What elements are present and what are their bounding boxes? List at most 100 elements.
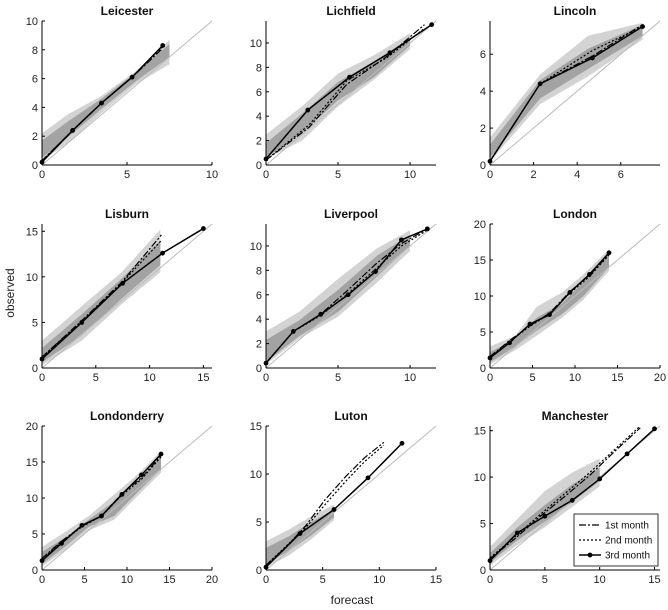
x-tick-label: 5 <box>124 169 130 181</box>
y-tick-label: 15 <box>26 457 38 469</box>
y-tick-label: 10 <box>474 472 486 484</box>
series-point <box>624 451 630 457</box>
band-inner <box>42 44 170 158</box>
series-point <box>129 74 135 80</box>
series-point <box>567 290 573 295</box>
band-inner <box>490 24 643 158</box>
series-point <box>158 451 164 457</box>
series-point <box>537 81 543 87</box>
y-tick-label: 0 <box>480 160 486 172</box>
x-tick-label: 0 <box>39 372 45 384</box>
series-point <box>515 530 520 536</box>
legend-label: 2nd month <box>605 536 652 547</box>
panel-title: Manchester <box>542 409 609 423</box>
y-tick-label: 6 <box>32 74 38 86</box>
y-tick-label: 6 <box>256 87 262 99</box>
series-point <box>652 426 657 432</box>
legend-label: 1st month <box>605 521 649 532</box>
series-point <box>139 472 144 478</box>
reference-diagonal <box>41 20 213 166</box>
y-tick-label: 10 <box>26 493 38 505</box>
series-point <box>424 226 430 232</box>
y-tick-label: 0 <box>32 565 38 577</box>
series-line-2nd-month <box>265 27 425 161</box>
series-point <box>305 107 311 113</box>
series-line-2nd-month <box>265 444 385 566</box>
y-tick-label: 10 <box>474 291 486 303</box>
series-point <box>200 226 206 231</box>
series-point <box>331 507 337 512</box>
band-inner <box>42 456 161 565</box>
x-tick-label: 20 <box>206 574 218 586</box>
series-point <box>79 320 85 325</box>
series-point <box>587 272 592 277</box>
legend-label: 3rd month <box>605 551 650 562</box>
y-tick-label: 10 <box>250 241 262 253</box>
series-point <box>527 321 533 327</box>
x-tick-label: 0 <box>39 169 45 181</box>
x-tick-label: 15 <box>611 372 623 384</box>
series-point <box>542 513 548 519</box>
x-tick-label: 15 <box>197 372 209 384</box>
y-tick-label: 6 <box>256 290 262 302</box>
series-point <box>606 250 612 256</box>
y-tick-label: 15 <box>26 226 38 238</box>
reference-diagonal <box>489 20 661 166</box>
series-point <box>373 269 378 274</box>
panel-leicester: Leicester 0 5 10 0 2 4 6 8 10 <box>26 4 218 181</box>
x-tick-label: 15 <box>430 574 442 586</box>
series-point <box>99 100 104 106</box>
series-point <box>569 497 575 503</box>
panel-liverpool: Liverpool 0 5 10 0 2 4 6 8 10 <box>250 207 437 384</box>
y-tick-label: 0 <box>256 363 262 375</box>
y-tick-label: 20 <box>26 421 38 433</box>
series-point <box>160 43 166 48</box>
series-line-1st-month <box>489 427 641 560</box>
y-tick-label: 0 <box>480 363 486 375</box>
panel-title: Lisburn <box>105 207 149 221</box>
y-tick-label: 0 <box>256 565 262 577</box>
panel-lichfield: Lichfield 0 5 10 0 2 4 6 8 10 <box>250 4 437 181</box>
panel-luton: Luton 0 5 10 15 0 5 10 15 <box>250 409 442 586</box>
x-tick-label: 5 <box>335 372 341 384</box>
y-tick-label: 10 <box>26 16 38 28</box>
reference-diagonal <box>489 223 661 369</box>
series-point <box>640 24 645 29</box>
x-tick-label: 5 <box>320 574 326 586</box>
band-inner <box>490 254 609 363</box>
x-tick-label: 0 <box>263 372 269 384</box>
series-point <box>70 128 75 133</box>
x-tick-label: 5 <box>93 372 99 384</box>
y-tick-label: 4 <box>480 86 486 98</box>
y-tick-label: 8 <box>256 62 262 74</box>
x-tick-label: 4 <box>574 169 580 181</box>
y-tick-label: 4 <box>256 314 262 326</box>
series-point <box>547 312 552 318</box>
panel-london: London 0 5 10 15 20 0 5 10 15 20 <box>474 207 666 384</box>
series-point <box>429 22 435 28</box>
x-tick-label: 10 <box>404 372 416 384</box>
x-tick-label: 0 <box>263 574 269 586</box>
series-point <box>318 311 324 317</box>
x-tick-label: 6 <box>618 169 624 181</box>
series-point <box>365 475 371 481</box>
series-line-1st-month <box>489 24 643 162</box>
series-line-1st-month <box>41 234 162 358</box>
panel-title: London <box>553 207 597 221</box>
series-line-3rd-month <box>489 25 643 162</box>
panel-title: Liverpool <box>324 207 378 221</box>
reference-diagonal <box>265 425 437 571</box>
x-tick-label: 10 <box>404 169 416 181</box>
x-tick-label: 2 <box>531 169 537 181</box>
x-tick-label: 20 <box>654 372 666 384</box>
x-tick-label: 5 <box>335 169 341 181</box>
y-tick-label: 2 <box>256 339 262 351</box>
y-tick-label: 15 <box>250 421 262 433</box>
y-tick-label: 4 <box>256 111 262 123</box>
y-tick-label: 10 <box>250 38 262 50</box>
series-point <box>119 492 125 497</box>
panel-title: Lincoln <box>554 4 597 18</box>
y-tick-label: 0 <box>32 363 38 375</box>
series-line-2nd-month <box>489 425 641 559</box>
x-tick-label: 10 <box>143 372 155 384</box>
